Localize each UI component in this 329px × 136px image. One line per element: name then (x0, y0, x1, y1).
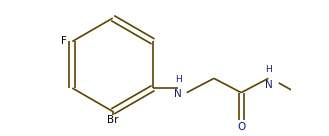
Text: H: H (266, 65, 272, 74)
Text: F: F (61, 36, 67, 46)
Text: Br: Br (107, 115, 118, 125)
Text: N: N (174, 89, 182, 99)
Text: H: H (175, 75, 182, 84)
Text: O: O (237, 122, 245, 132)
Text: N: N (265, 80, 273, 90)
